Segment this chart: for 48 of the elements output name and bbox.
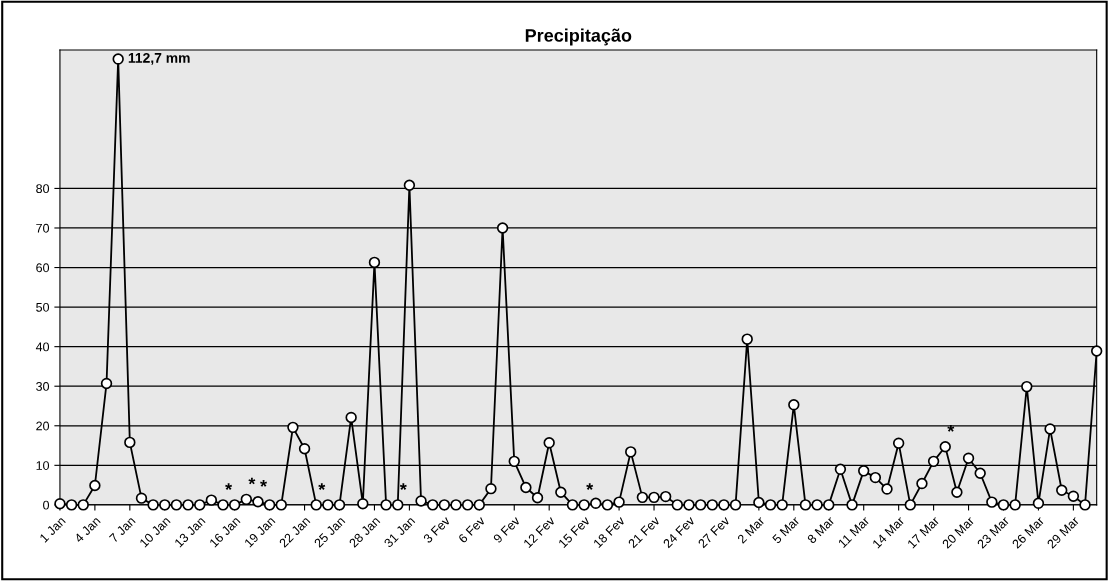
x-tick-label: 9 Fev — [492, 515, 521, 544]
y-tick-label: 0 — [43, 500, 50, 510]
x-tick-label: 3 Fev — [422, 515, 451, 544]
y-tick-label: 80 — [36, 184, 50, 194]
x-tick-label: 21 Fev — [627, 515, 661, 549]
annotation: * — [586, 483, 594, 490]
x-tick-label: 13 Jan — [174, 516, 206, 548]
y-tick-label: 40 — [35, 342, 50, 352]
annotation: * — [225, 483, 233, 490]
x-tick-label: 20 Mar — [941, 515, 975, 549]
x-tick-label: 4 Jan — [73, 516, 101, 544]
annotation: * — [947, 425, 955, 432]
x-tick-label: 24 Fev — [662, 515, 696, 549]
x-tick-label: 5 Mar — [771, 515, 801, 545]
annotation: * — [248, 477, 256, 485]
x-tick-label: 17 Mar — [907, 515, 940, 549]
x-tick-label: 16 Jan — [209, 516, 241, 548]
x-tick-label: 22 Jan — [278, 516, 311, 548]
x-tick-label: 7 Jan — [108, 516, 136, 543]
y-tick-label: 10 — [36, 461, 50, 470]
annotation: * — [260, 480, 268, 487]
x-tick-label: 15 Fev — [558, 515, 591, 549]
data-label: 112,7 mm — [128, 52, 190, 65]
y-tick-label: 60 — [36, 263, 50, 273]
x-tick-label: 12 Fev — [523, 515, 556, 549]
x-tick-label: 2 Mar — [736, 515, 766, 544]
annotation: * — [399, 483, 407, 490]
x-tick-label: 28 Jan — [348, 516, 381, 548]
x-tick-label: 25 Jan — [313, 516, 346, 548]
chart-title: Precipitação — [525, 28, 632, 46]
x-tick-label: 29 Mar — [1046, 515, 1080, 549]
annotation: * — [318, 483, 326, 490]
x-tick-label: 26 Mar — [1011, 515, 1045, 549]
y-tick-label: 50 — [36, 302, 50, 312]
y-tick-label: 70 — [36, 223, 50, 233]
y-tick-label: 20 — [36, 421, 50, 431]
x-tick-label: 14 Mar — [872, 515, 905, 549]
x-tick-label: 10 Jan — [139, 516, 171, 548]
x-tick-label: 8 Mar — [806, 515, 836, 545]
x-tick-label: 23 Mar — [976, 515, 1010, 549]
x-tick-label: 18 Fev — [592, 515, 626, 549]
x-tick-label: 19 Jan — [243, 516, 276, 548]
x-tick-label: 6 Fev — [457, 515, 486, 544]
x-tick-label: 27 Fev — [697, 515, 731, 549]
y-tick-label: 30 — [36, 382, 50, 391]
x-tick-label: 31 Jan — [383, 516, 416, 548]
x-tick-label: 1 Jan — [39, 516, 66, 543]
x-tick-label: 11 Mar — [837, 515, 871, 548]
